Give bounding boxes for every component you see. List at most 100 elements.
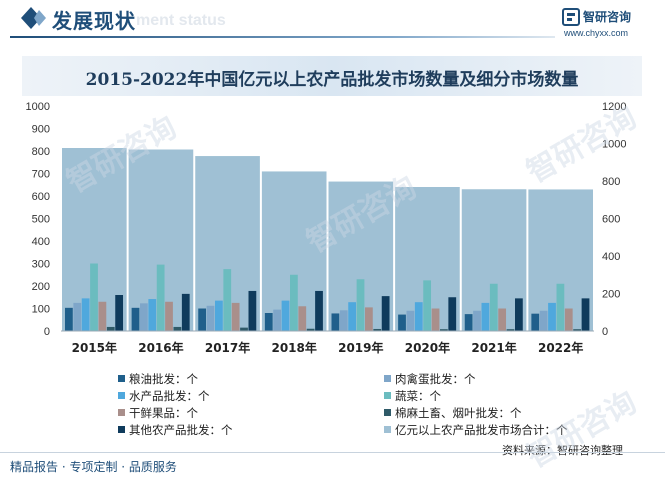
legend-item: 干鲜果品：个 — [118, 405, 198, 421]
section-header: ment status 发展现状 智研咨询 www.chyxx.com — [0, 0, 665, 44]
series-bar-aquatic — [215, 300, 223, 331]
legend-label: 肉禽蛋批发：个 — [395, 372, 476, 386]
series-bar-cotton — [240, 327, 248, 331]
series-bar-fruit — [365, 307, 373, 331]
legend-label: 粮油批发：个 — [129, 372, 198, 386]
left-tick-label: 400 — [32, 236, 50, 248]
series-bar-fruit — [165, 301, 173, 331]
legend-label: 干鲜果品：个 — [129, 406, 198, 420]
bar-chart: 0 100 200 300 400 500 600 700 800 900 1000 0 200 400 6… — [26, 101, 627, 355]
series-bar-fruit — [498, 308, 507, 331]
brand-url: www.chyxx.com — [564, 28, 629, 38]
right-tick-label: 600 — [602, 214, 620, 226]
category-label: 2019年 — [338, 340, 383, 355]
legend-item: 肉禽蛋批发：个 — [384, 371, 476, 387]
legend-item: 水产品批发：个 — [118, 388, 210, 404]
legend-label: 棉麻土畜、烟叶批发：个 — [395, 406, 522, 420]
header-title: 发展现状 — [52, 9, 136, 33]
series-bar-vegetable — [156, 264, 165, 331]
header-subtitle: ment status — [136, 12, 226, 29]
series-bar-vegetable — [90, 263, 98, 331]
brand-logo-icon — [562, 8, 580, 26]
series-bar-meat — [206, 305, 215, 331]
series-bar-meat — [73, 302, 82, 331]
left-tick-label: 800 — [32, 146, 50, 158]
series-bar-other — [115, 295, 124, 331]
chart-title-banner: 2015-2022年中国亿元以上农产品批发市场数量及细分市场数量 — [22, 56, 642, 96]
left-tick-label: 900 — [32, 124, 50, 136]
left-tick-label: 300 — [32, 259, 50, 271]
right-tick-label: 1200 — [602, 101, 626, 113]
series-bar-vegetable — [423, 280, 432, 331]
brand-name: 智研咨询 — [583, 10, 632, 24]
series-bar-other — [248, 290, 257, 331]
legend-label: 水产品批发：个 — [129, 389, 210, 403]
left-tick-label: 1000 — [26, 101, 50, 113]
series-bar-fruit — [431, 308, 440, 331]
series-bar-grain — [198, 308, 207, 331]
category-label: 2016年 — [138, 340, 183, 355]
series-bar-grain — [65, 307, 73, 331]
series-bar-aquatic — [81, 298, 90, 331]
series-bar-cotton — [373, 328, 382, 331]
legend-label: 蔬菜：个 — [395, 389, 441, 403]
diamond-icon — [21, 7, 46, 29]
series-bar-grain — [331, 313, 340, 331]
legend-swatch — [118, 392, 125, 399]
series-bar-vegetable — [556, 283, 565, 331]
series-bar-other — [448, 297, 457, 331]
series-bar-grain — [464, 314, 473, 331]
legend-label: 亿元以上农产品批发市场合计：个 — [395, 423, 568, 437]
data-source: 资料来源：智研咨询整理 — [502, 444, 623, 457]
series-bar-meat — [140, 303, 148, 331]
brand: 智研咨询 www.chyxx.com — [562, 6, 662, 40]
left-tick-label: 200 — [32, 281, 50, 293]
left-tick-label: 600 — [32, 191, 50, 203]
left-tick-label: 100 — [32, 304, 50, 316]
legend-label: 其他农产品批发：个 — [129, 423, 233, 437]
right-tick-label: 1000 — [602, 139, 626, 151]
legend-swatch — [384, 392, 391, 399]
series-bar-other — [515, 298, 523, 331]
series-bar-grain — [531, 313, 540, 331]
series-bar-vegetable — [290, 274, 298, 331]
legend-swatch — [118, 409, 125, 416]
legend-item: 蔬菜：个 — [384, 388, 441, 404]
series-bar-grain — [398, 314, 406, 331]
left-tick-label: 500 — [32, 214, 50, 226]
series-bar-vegetable — [356, 279, 365, 331]
series-bar-cotton — [173, 326, 182, 331]
legend-swatch — [118, 426, 125, 433]
series-bar-cotton — [573, 329, 582, 331]
category-label: 2020年 — [405, 340, 450, 355]
legend-item: 亿元以上农产品批发市场合计：个 — [384, 422, 568, 438]
legend-item: 粮油批发：个 — [118, 371, 198, 387]
legend-item: 棉麻土畜、烟叶批发：个 — [384, 405, 522, 421]
series-bar-meat — [473, 310, 481, 331]
legend-item: 其他农产品批发：个 — [118, 422, 233, 438]
legend-swatch — [384, 375, 391, 382]
series-bar-cotton — [440, 329, 448, 331]
series-bar-aquatic — [281, 300, 290, 331]
page-footer: 精品报告 · 专项定制 · 品质服务 — [0, 452, 665, 488]
left-tick-label: 0 — [44, 326, 50, 338]
category-label: 2017年 — [205, 340, 250, 355]
right-tick-label: 400 — [602, 251, 620, 263]
right-tick-label: 0 — [602, 326, 608, 338]
series-bar-grain — [264, 313, 273, 331]
category-label: 2021年 — [471, 340, 516, 355]
series-bar-meat — [406, 310, 415, 331]
right-tick-label: 800 — [602, 176, 620, 188]
series-bar-other — [381, 296, 390, 331]
series-bar-aquatic — [348, 302, 357, 331]
right-tick-label: 200 — [602, 289, 620, 301]
series-bar-other — [181, 293, 190, 331]
series-bar-aquatic — [548, 302, 556, 331]
series-bar-fruit — [298, 306, 307, 331]
category-label: 2018年 — [271, 340, 316, 355]
header-divider — [10, 36, 555, 38]
series-bar-cotton — [306, 328, 315, 331]
series-bar-other — [315, 290, 323, 331]
series-bar-cotton — [106, 326, 115, 331]
series-bar-aquatic — [481, 302, 490, 331]
